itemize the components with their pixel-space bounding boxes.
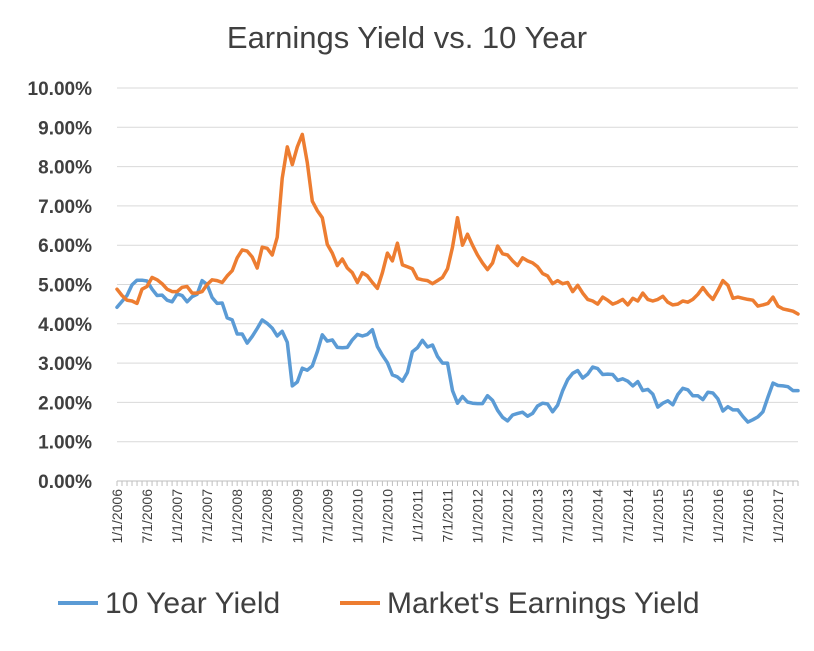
- x-tick-label: 1/1/2013: [530, 489, 546, 544]
- x-tick-label: 1/1/2016: [710, 489, 726, 544]
- x-tick-label: 7/1/2016: [740, 489, 756, 544]
- gridlines: [117, 87, 798, 443]
- y-tick-label: 2.00%: [38, 393, 92, 414]
- x-tick-label: 1/1/2012: [470, 489, 486, 544]
- y-tick-label: 6.00%: [38, 236, 92, 257]
- x-tick-label: 1/1/2008: [229, 489, 245, 544]
- x-tick-label: 1/1/2015: [650, 489, 666, 544]
- x-tick-label: 1/1/2007: [169, 489, 185, 544]
- y-tick-label: 0.00%: [38, 472, 92, 493]
- legend-label: 10 Year Yield: [105, 587, 280, 620]
- x-tick-label: 7/1/2015: [680, 489, 696, 544]
- x-tick-label: 7/1/2010: [379, 489, 395, 544]
- x-axis: 1/1/2006 7/1/2006 1/1/2007 7/1/2007 1/1/2008…: [109, 480, 799, 544]
- x-tick-label: 1/1/2010: [349, 489, 365, 544]
- x-tick-label: 7/1/2006: [139, 489, 155, 544]
- series-lines: [115, 132, 800, 424]
- x-tick-label: 1/1/2017: [770, 489, 786, 544]
- x-tick-label: 1/1/2014: [590, 489, 606, 544]
- y-tick-label: 3.00%: [38, 354, 92, 375]
- x-tick-label: 7/1/2013: [560, 489, 576, 544]
- y-tick-label: 1.00%: [38, 433, 92, 454]
- y-tick-label: 4.00%: [38, 315, 92, 336]
- legend: 10 Year Yield Market's Earnings Yield: [58, 587, 700, 620]
- x-tick-label: 7/1/2009: [319, 489, 335, 544]
- x-tick-label: 1/1/2009: [289, 489, 305, 544]
- y-tick-label: 10.00%: [28, 79, 93, 100]
- x-tick-label: 1/1/2006: [109, 489, 125, 544]
- x-tick-label: 7/1/2012: [500, 489, 516, 544]
- x-tick-label: 7/1/2008: [259, 489, 275, 544]
- y-tick-label: 5.00%: [38, 276, 92, 297]
- x-tick-label: 7/1/2014: [620, 489, 636, 544]
- x-tick-label: 7/1/2007: [199, 489, 215, 544]
- chart-title: Earnings Yield vs. 10 Year: [227, 20, 587, 55]
- y-tick-label: 7.00%: [38, 197, 92, 218]
- y-tick-label: 9.00%: [38, 118, 92, 139]
- x-tick-label: 1/1/2011: [409, 489, 425, 543]
- y-tick-label: 8.00%: [38, 158, 92, 179]
- legend-label: Market's Earnings Yield: [387, 587, 700, 620]
- y-axis-tick-labels: 0.00% 1.00% 2.00% 3.00% 4.00% 5.00% 6.00% 7.00%…: [28, 79, 93, 493]
- x-tick-label: 7/1/2011: [439, 489, 455, 543]
- series-line-0: [115, 278, 800, 424]
- series-line-1: [115, 132, 800, 316]
